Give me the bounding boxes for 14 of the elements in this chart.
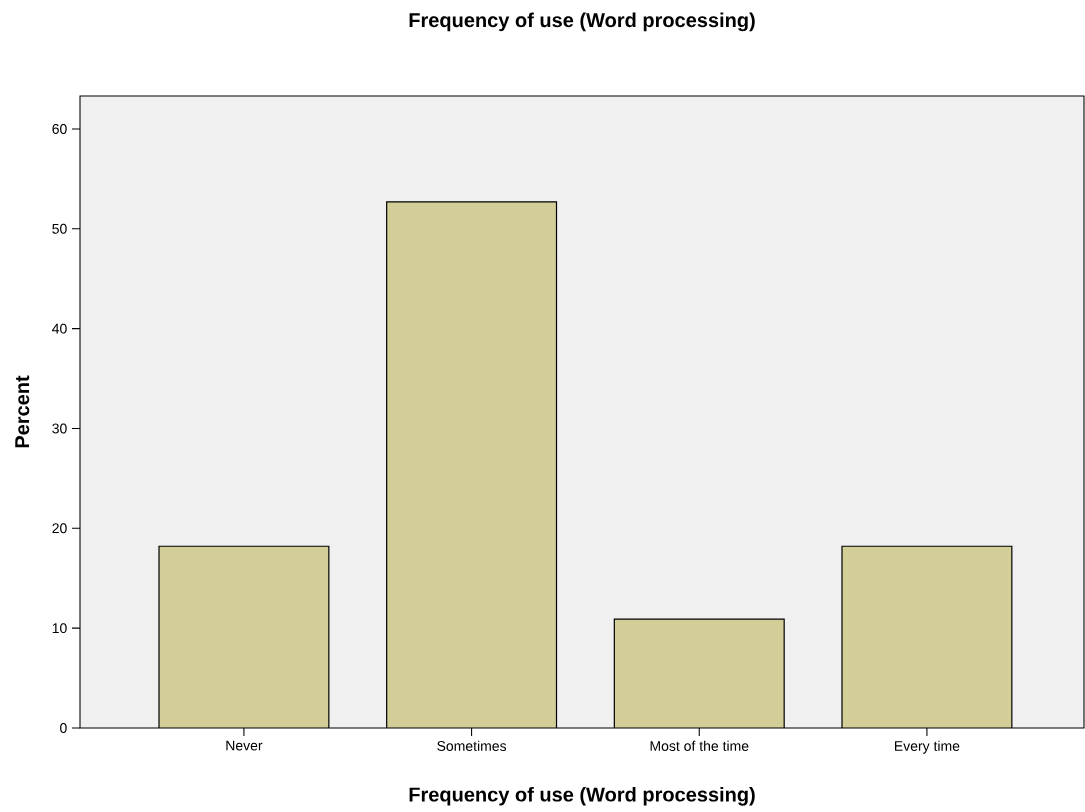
y-tick-label: 20 bbox=[52, 523, 67, 534]
x-tick-label: Sometimes bbox=[437, 740, 507, 751]
y-tick-label: 40 bbox=[52, 323, 67, 334]
y-tick-label: 50 bbox=[52, 223, 67, 234]
x-tick-label: Most of the time bbox=[650, 740, 749, 751]
x-tick-label: Never bbox=[226, 740, 263, 751]
y-tick-label: 30 bbox=[52, 423, 67, 434]
y-axis-title: Percent bbox=[15, 375, 30, 448]
y-tick-label: 0 bbox=[60, 723, 67, 733]
x-axis-title: Frequency of use (Word processing) bbox=[409, 786, 755, 806]
chart-title: Frequency of use (Word processing) bbox=[409, 12, 755, 32]
x-tick-label: Every time bbox=[895, 740, 960, 754]
y-tick-label: 60 bbox=[52, 123, 67, 134]
y-tick-label: 10 bbox=[52, 623, 67, 634]
